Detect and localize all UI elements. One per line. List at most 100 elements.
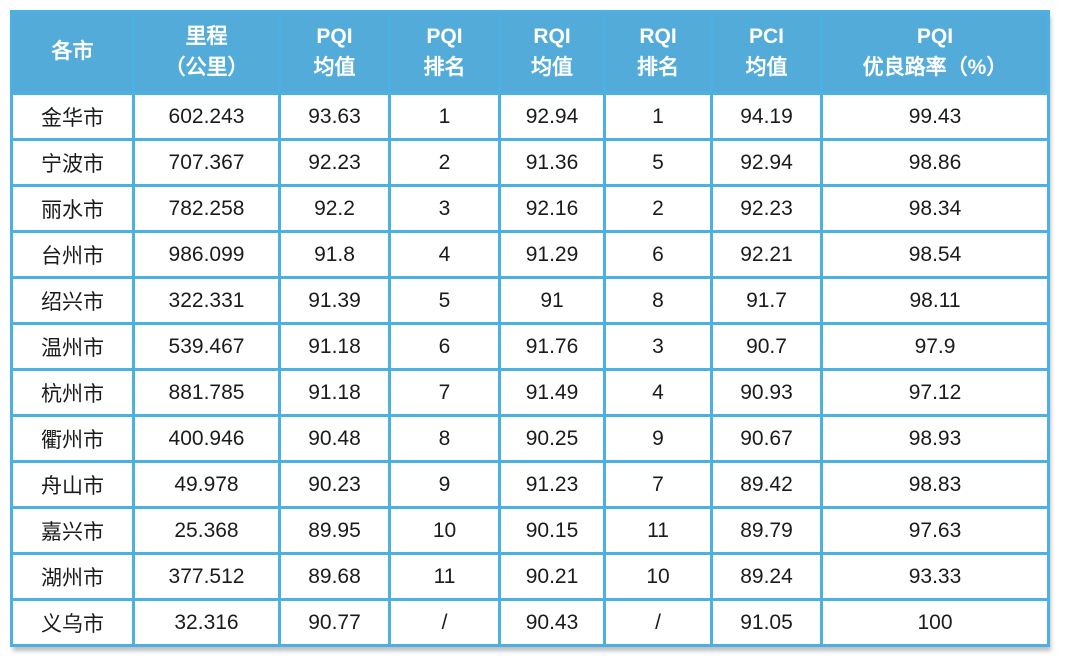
value-cell: 90.25 [498, 414, 606, 463]
table-row: 宁波市 707.367 92.23 2 91.36 5 92.94 98.86 [10, 138, 1050, 187]
column-header-1: 里程 （公里） [132, 10, 281, 95]
pavement-quality-table: 各市 里程 （公里） PQI 均值 PQI 排名 RQI 均值 RQI 排名 PCI 均值 PQI 优良路率… [10, 10, 1050, 647]
value-cell: 1 [388, 92, 501, 141]
value-cell: 97.63 [820, 506, 1050, 555]
value-cell: 2 [603, 184, 713, 233]
city-cell: 衢州市 [10, 414, 135, 463]
value-cell: 98.54 [820, 230, 1050, 279]
value-cell: 49.978 [132, 460, 281, 509]
city-cell: 义乌市 [10, 598, 135, 647]
value-cell: 11 [388, 552, 501, 601]
table-row: 温州市 539.467 91.18 6 91.76 3 90.7 97.9 [10, 322, 1050, 371]
value-cell: 1 [603, 92, 713, 141]
value-cell: 98.86 [820, 138, 1050, 187]
city-cell: 宁波市 [10, 138, 135, 187]
city-cell: 温州市 [10, 322, 135, 371]
column-header-7: PQI 优良路率（%） [820, 10, 1050, 95]
value-cell: 3 [388, 184, 501, 233]
value-cell: 92.94 [710, 138, 823, 187]
value-cell: 90.67 [710, 414, 823, 463]
value-cell: 782.258 [132, 184, 281, 233]
value-cell: 92.21 [710, 230, 823, 279]
column-header-5: RQI 排名 [603, 10, 713, 95]
column-header-4: RQI 均值 [498, 10, 606, 95]
column-header-2: PQI 均值 [278, 10, 391, 95]
table-row: 义乌市 32.316 90.77/90.43/91.05 100 [10, 598, 1050, 647]
column-header-line2: 均值 [531, 55, 573, 79]
value-cell: 9 [603, 414, 713, 463]
value-cell: 89.24 [710, 552, 823, 601]
value-cell: 91.39 [278, 276, 391, 325]
value-cell: 93.33 [820, 552, 1050, 601]
table-row: 台州市 986.099 91.8 4 91.29 6 92.21 98.54 [10, 230, 1050, 279]
table-container: 各市 里程 （公里） PQI 均值 PQI 排名 RQI 均值 RQI 排名 PCI 均值 PQI 优良路率… [10, 10, 1050, 647]
value-cell: 91.18 [278, 322, 391, 371]
value-cell: / [388, 598, 501, 647]
value-cell: 602.243 [132, 92, 281, 141]
value-cell: 89.79 [710, 506, 823, 555]
city-cell: 杭州市 [10, 368, 135, 417]
value-cell: 91 [498, 276, 606, 325]
value-cell: 92.16 [498, 184, 606, 233]
city-cell: 金华市 [10, 92, 135, 141]
value-cell: 92.23 [278, 138, 391, 187]
column-header-line2: 均值 [745, 55, 788, 79]
table-row: 杭州市 881.785 91.18 7 91.49 4 90.93 97.12 [10, 368, 1050, 417]
column-header-line2: （公里） [164, 55, 249, 79]
value-cell: 90.7 [710, 322, 823, 371]
value-cell: 10 [603, 552, 713, 601]
column-header-line1: PCI [748, 25, 784, 49]
value-cell: 5 [603, 138, 713, 187]
value-cell: 90.48 [278, 414, 391, 463]
value-cell: 92.94 [498, 92, 606, 141]
table-header: 各市 里程 （公里） PQI 均值 PQI 排名 RQI 均值 RQI 排名 PCI 均值 PQI 优良路率… [10, 10, 1050, 95]
column-header-3: PQI 排名 [388, 10, 501, 95]
table-row: 舟山市 49.978 90.23 9 91.23 7 89.42 98.83 [10, 460, 1050, 509]
column-header-6: PCI 均值 [710, 10, 823, 95]
column-header-line1: PQI [426, 25, 463, 49]
table-row: 嘉兴市 25.368 89.95 10 90.15 11 89.79 97.63 [10, 506, 1050, 555]
header-row: 各市 里程 （公里） PQI 均值 PQI 排名 RQI 均值 RQI 排名 PCI 均值 PQI 优良路率… [10, 10, 1050, 95]
table-row: 衢州市 400.946 90.48 8 90.25 9 90.67 98.93 [10, 414, 1050, 463]
value-cell: 986.099 [132, 230, 281, 279]
value-cell: 97.12 [820, 368, 1050, 417]
value-cell: 94.19 [710, 92, 823, 141]
value-cell: / [603, 598, 713, 647]
value-cell: 91.29 [498, 230, 606, 279]
column-header-line2: 排名 [637, 55, 679, 79]
column-header-line1: PQI [916, 25, 954, 49]
value-cell: 98.34 [820, 184, 1050, 233]
column-header-line1: 各市 [51, 40, 94, 64]
value-cell: 91.8 [278, 230, 391, 279]
column-header-line2: 均值 [313, 55, 356, 79]
value-cell: 90.21 [498, 552, 606, 601]
value-cell: 89.42 [710, 460, 823, 509]
table-row: 丽水市 782.258 92.2 3 92.16 2 92.23 98.34 [10, 184, 1050, 233]
value-cell: 5 [388, 276, 501, 325]
value-cell: 91.49 [498, 368, 606, 417]
table-row: 绍兴市 322.331 91.39 5 91 8 91.7 98.11 [10, 276, 1050, 325]
value-cell: 3 [603, 322, 713, 371]
column-header-line1: 里程 [185, 25, 228, 49]
value-cell: 6 [603, 230, 713, 279]
value-cell: 91.05 [710, 598, 823, 647]
value-cell: 90.15 [498, 506, 606, 555]
column-header-0: 各市 [10, 10, 135, 95]
column-header-line1: RQI [639, 25, 677, 49]
value-cell: 89.68 [278, 552, 391, 601]
value-cell: 8 [388, 414, 501, 463]
city-cell: 丽水市 [10, 184, 135, 233]
value-cell: 10 [388, 506, 501, 555]
value-cell: 7 [388, 368, 501, 417]
value-cell: 4 [388, 230, 501, 279]
value-cell: 539.467 [132, 322, 281, 371]
value-cell: 98.11 [820, 276, 1050, 325]
column-header-line1: RQI [533, 25, 571, 49]
value-cell: 7 [603, 460, 713, 509]
value-cell: 25.368 [132, 506, 281, 555]
city-cell: 湖州市 [10, 552, 135, 601]
value-cell: 11 [603, 506, 713, 555]
value-cell: 89.95 [278, 506, 391, 555]
value-cell: 4 [603, 368, 713, 417]
value-cell: 90.77 [278, 598, 391, 647]
